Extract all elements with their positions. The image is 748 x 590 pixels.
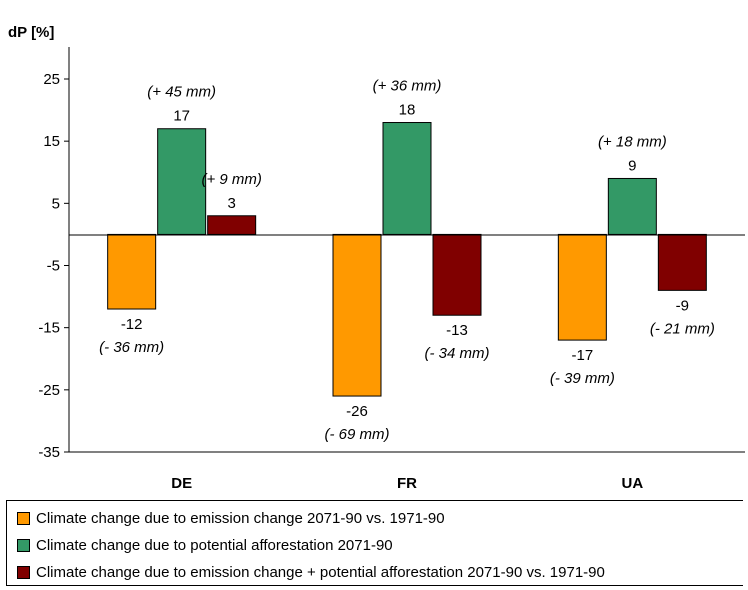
legend-label-emission: Climate change due to emission change 20… xyxy=(36,509,445,527)
bar xyxy=(332,233,382,397)
data-annotation: (+ 9 mm) xyxy=(201,171,261,188)
data-label: -13 xyxy=(446,322,468,339)
data-annotation: (+ 36 mm) xyxy=(373,78,442,95)
legend-label-combined: Climate change due to emission change + … xyxy=(36,563,605,581)
bar xyxy=(207,215,257,235)
y-tick-label: -5 xyxy=(47,258,60,275)
bar xyxy=(382,122,432,235)
bar xyxy=(107,233,157,310)
legend-item-afforestation: Climate change due to potential afforest… xyxy=(17,534,393,556)
data-label: -12 xyxy=(121,316,143,333)
data-annotation: (- 39 mm) xyxy=(550,370,615,387)
x-category-label: DE xyxy=(171,475,192,492)
data-label: -26 xyxy=(346,403,368,420)
legend-swatch-emission xyxy=(17,511,30,525)
y-tick-label: -15 xyxy=(38,320,60,337)
chart: dP [%] 25 15 5 -5 -15 -25 -35 -12 (- 36 mm) 17 (+… xyxy=(8,24,745,492)
data-label: -9 xyxy=(676,297,689,314)
y-axis-label: dP [%] xyxy=(8,24,54,41)
data-annotation: (- 69 mm) xyxy=(325,426,390,443)
y-tick-label: -25 xyxy=(38,382,60,399)
y-tick-label: -35 xyxy=(38,444,60,461)
legend-item-emission: Climate change due to emission change 20… xyxy=(17,507,445,529)
legend: Climate change due to emission change 20… xyxy=(6,500,743,586)
data-label: 3 xyxy=(227,195,235,212)
data-label: 9 xyxy=(628,157,636,174)
bar xyxy=(657,233,707,291)
y-tick-label: 5 xyxy=(52,195,60,212)
data-annotation: (+ 45 mm) xyxy=(147,84,216,101)
y-tick-label: 15 xyxy=(43,133,60,150)
y-tick-label: 25 xyxy=(43,71,60,88)
legend-item-combined: Climate change due to emission change + … xyxy=(17,561,605,583)
x-category-label: FR xyxy=(397,475,417,492)
bar xyxy=(607,177,657,235)
bar xyxy=(157,128,207,235)
data-label: -17 xyxy=(571,347,593,364)
bar xyxy=(432,233,482,316)
legend-label-afforestation: Climate change due to potential afforest… xyxy=(36,536,393,554)
data-label: 18 xyxy=(399,102,416,119)
x-category-label: UA xyxy=(621,475,643,492)
data-annotation: (- 34 mm) xyxy=(425,345,490,362)
data-annotation: (+ 18 mm) xyxy=(598,133,667,150)
bar xyxy=(557,233,607,341)
data-label: 17 xyxy=(173,108,190,125)
data-annotation: (- 36 mm) xyxy=(99,339,164,356)
legend-swatch-afforestation xyxy=(17,538,30,552)
data-annotation: (- 21 mm) xyxy=(650,320,715,337)
legend-swatch-combined xyxy=(17,565,30,579)
